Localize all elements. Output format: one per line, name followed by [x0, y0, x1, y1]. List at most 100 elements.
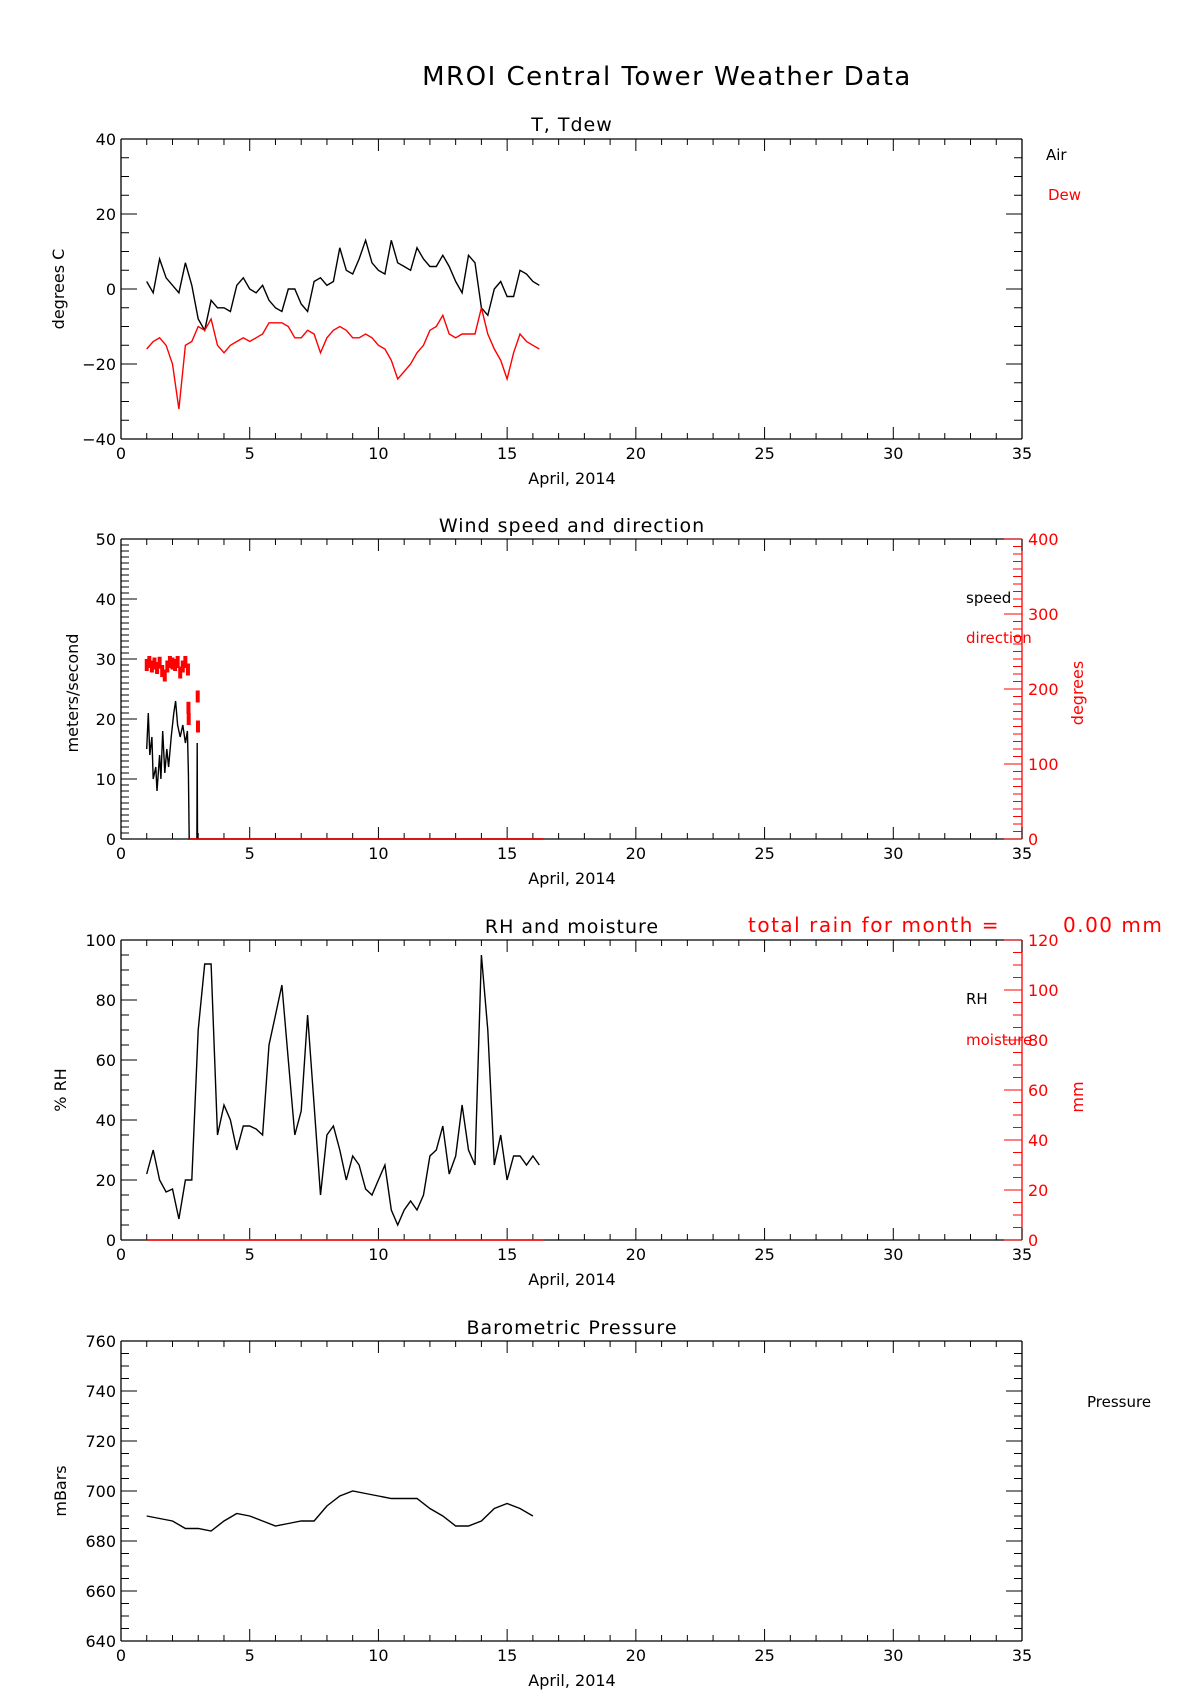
data-point-direction: [160, 665, 165, 677]
data-point-direction: [157, 656, 162, 669]
y-tick-label-right: 40: [1028, 1131, 1048, 1150]
y-axis-label: meters/second: [63, 634, 82, 753]
data-point-direction: [152, 657, 157, 670]
y-tick-label: −20: [82, 355, 116, 374]
y-tick-label: 720: [85, 1432, 116, 1451]
panel-title: Barometric Pressure: [466, 1317, 677, 1339]
data-point-direction: [195, 690, 200, 703]
x-tick-label: 10: [368, 844, 388, 863]
y-axis-label: % RH: [51, 1068, 70, 1111]
series-line-Dew: [146, 307, 540, 410]
data-point-direction: [178, 666, 183, 679]
x-tick-label: 5: [245, 844, 255, 863]
x-tick-label: 25: [754, 444, 774, 463]
y-tick-label: 0: [106, 1231, 116, 1250]
plot-0: 0 5 10 15 20 25 30 35 −40 −20 0 20 40: [82, 130, 1032, 463]
panel-wind: Wind speed and direction April, 2014 met…: [63, 515, 1087, 888]
x-axis-label: April, 2014: [528, 1671, 615, 1690]
x-tick-label: 0: [116, 844, 126, 863]
series-line-RH: [146, 954, 540, 1227]
x-tick-label: 25: [754, 1245, 774, 1264]
y-tick-label: 640: [85, 1632, 116, 1651]
y-tick-label: 40: [96, 590, 116, 609]
x-tick-label: 25: [754, 844, 774, 863]
x-tick-label: 30: [883, 1245, 903, 1264]
data-point-direction: [180, 660, 185, 673]
x-tick-label: 10: [368, 1245, 388, 1264]
panel-title: Wind speed and direction: [439, 515, 705, 537]
y-tick-label-right: 200: [1028, 680, 1059, 699]
x-tick-label: 0: [116, 1646, 126, 1665]
y-tick-label: 40: [96, 130, 116, 149]
data-point-direction: [185, 663, 190, 676]
x-axis-label: April, 2014: [528, 869, 615, 888]
data-point-direction: [155, 662, 160, 674]
y-tick-label: 100: [85, 931, 116, 950]
x-axis-label: April, 2014: [528, 469, 615, 488]
y-tick-label: 20: [96, 205, 116, 224]
plot-2: 0 5 10 15 20 25 30 3502040608010002040608010012…: [85, 931, 1058, 1264]
x-tick-label: 10: [368, 1646, 388, 1665]
y-tick-label: 760: [85, 1332, 116, 1351]
y-tick-label: 30: [96, 650, 116, 669]
panel-temperature: T, Tdew April, 2014 degrees C Air Dew: [49, 114, 1081, 488]
legend-direction: direction: [966, 629, 1032, 647]
y-tick-label: 740: [85, 1382, 116, 1401]
data-point-direction: [173, 659, 178, 671]
x-tick-label: 35: [1012, 444, 1032, 463]
y-axis-label-right: mm: [1068, 1081, 1087, 1112]
data-point-direction: [147, 656, 152, 668]
x-tick-label: 0: [116, 444, 126, 463]
y-tick-label-right: 100: [1028, 981, 1059, 1000]
y-tick-label: 80: [96, 991, 116, 1010]
legend-dew: Dew: [1048, 186, 1081, 204]
x-tick-label: 15: [497, 1245, 517, 1264]
legend-rh: RH: [966, 990, 988, 1008]
x-tick-label: 35: [1012, 1245, 1032, 1264]
y-tick-label-right: 60: [1028, 1081, 1048, 1100]
legend-air: Air: [1046, 146, 1067, 164]
x-tick-label: 20: [626, 1646, 646, 1665]
y-tick-label-right: 20: [1028, 1181, 1048, 1200]
y-axis-label: mBars: [51, 1465, 70, 1516]
data-point-direction: [167, 656, 172, 668]
panel-title: RH and moisture: [485, 916, 659, 938]
rain-total-label: total rain for month =: [748, 913, 1000, 937]
rain-total-value: 0.00 mm: [1063, 913, 1163, 937]
y-tick-label: 10: [96, 770, 116, 789]
x-tick-label: 20: [626, 444, 646, 463]
panel-title: T, Tdew: [530, 114, 613, 136]
x-tick-label: 25: [754, 1646, 774, 1665]
x-tick-label: 20: [626, 844, 646, 863]
data-point-direction: [186, 701, 191, 714]
y-tick-label: 50: [96, 530, 116, 549]
x-tick-label: 30: [883, 444, 903, 463]
y-tick-label: 0: [106, 830, 116, 849]
data-point-direction: [186, 713, 191, 725]
data-point-direction: [144, 659, 149, 671]
y-tick-label: 20: [96, 1171, 116, 1190]
y-tick-label: 680: [85, 1532, 116, 1551]
y-tick-label: 40: [96, 1111, 116, 1130]
x-tick-label: 0: [116, 1245, 126, 1264]
y-axis-label-right: degrees: [1068, 661, 1087, 725]
panel-pressure: Barometric Pressure April, 2014 mBars Pr…: [51, 1317, 1151, 1690]
data-point-direction: [183, 656, 188, 668]
y-tick-label-right: 0: [1028, 830, 1038, 849]
data-point-direction: [162, 669, 167, 682]
y-tick-label-right: 0: [1028, 1231, 1038, 1250]
x-tick-label: 5: [245, 1646, 255, 1665]
x-tick-label: 35: [1012, 1646, 1032, 1665]
y-tick-label-right: 400: [1028, 530, 1059, 549]
figure-title: MROI Central Tower Weather Data: [422, 62, 912, 92]
y-axis-label: degrees C: [49, 249, 68, 330]
x-tick-label: 35: [1012, 844, 1032, 863]
x-tick-label: 10: [368, 444, 388, 463]
y-tick-label: 60: [96, 1051, 116, 1070]
x-tick-label: 5: [245, 444, 255, 463]
x-tick-label: 30: [883, 844, 903, 863]
data-point-direction: [165, 660, 170, 673]
x-tick-label: 15: [497, 1646, 517, 1665]
